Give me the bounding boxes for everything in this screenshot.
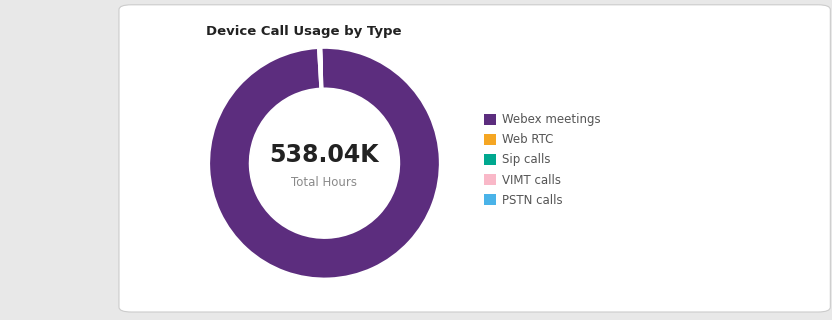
Text: 538.04K: 538.04K bbox=[270, 143, 379, 167]
Wedge shape bbox=[321, 48, 323, 88]
Legend: Webex meetings, Web RTC, Sip calls, VIMT calls, PSTN calls: Webex meetings, Web RTC, Sip calls, VIMT… bbox=[484, 113, 601, 207]
Text: Total Hours: Total Hours bbox=[291, 176, 358, 189]
Wedge shape bbox=[319, 48, 322, 88]
Wedge shape bbox=[318, 48, 321, 88]
Text: Device Call Usage by Type: Device Call Usage by Type bbox=[206, 26, 402, 38]
Wedge shape bbox=[210, 48, 439, 278]
FancyBboxPatch shape bbox=[119, 5, 830, 312]
Wedge shape bbox=[320, 48, 322, 88]
